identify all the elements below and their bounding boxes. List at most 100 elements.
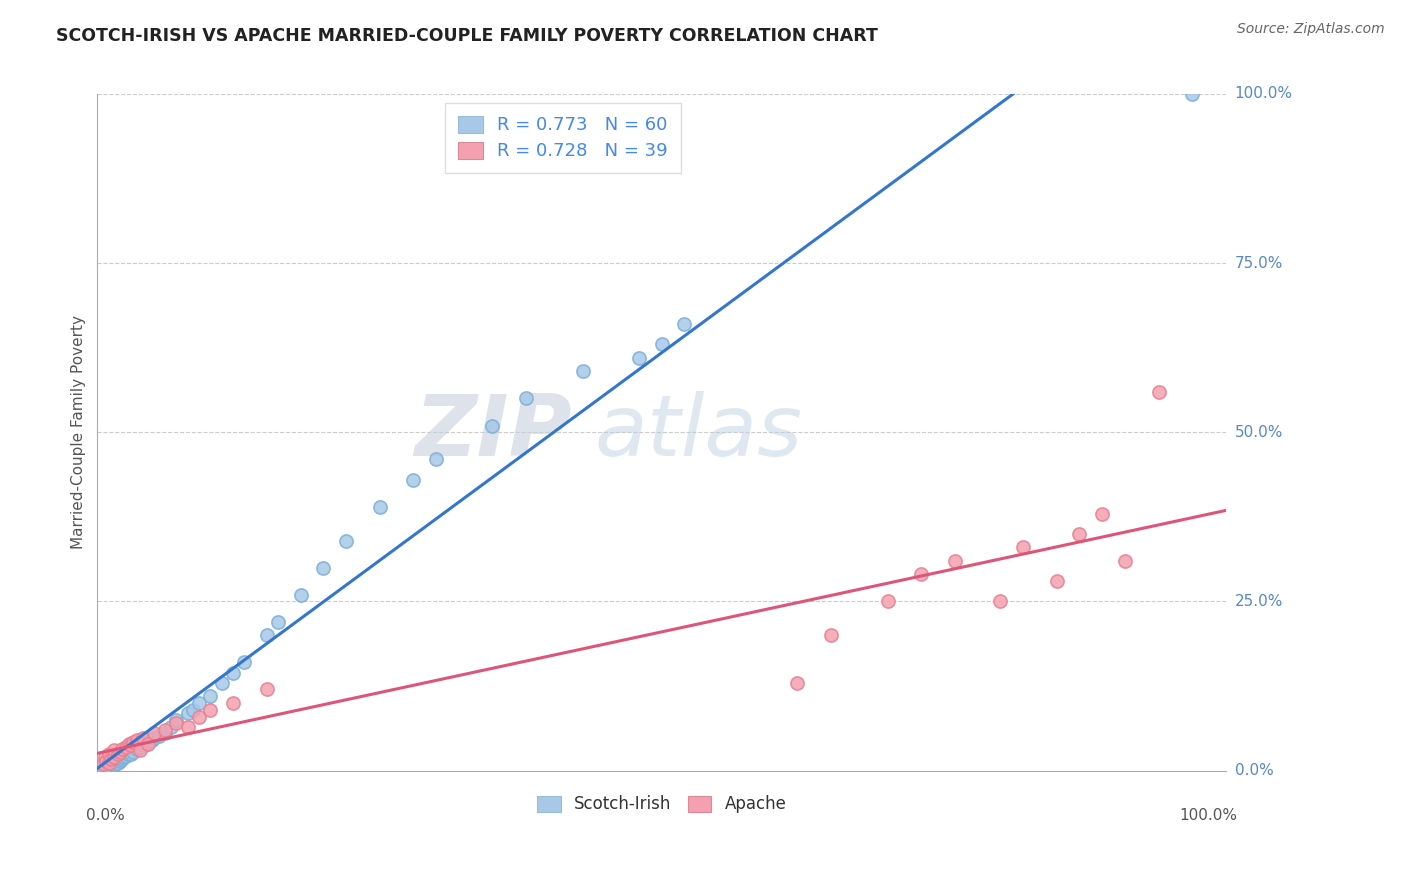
Point bbox=[91, 756, 114, 771]
Point bbox=[910, 567, 932, 582]
Point bbox=[103, 758, 125, 772]
Point bbox=[104, 754, 127, 768]
Point bbox=[103, 756, 125, 770]
Point bbox=[1181, 87, 1204, 101]
Point bbox=[111, 747, 134, 761]
Point bbox=[820, 628, 842, 642]
Point bbox=[107, 750, 129, 764]
Point bbox=[1091, 507, 1114, 521]
Point bbox=[200, 690, 222, 704]
Point bbox=[108, 754, 131, 768]
Point bbox=[129, 743, 152, 757]
Text: Source: ZipAtlas.com: Source: ZipAtlas.com bbox=[1237, 22, 1385, 37]
Point bbox=[118, 743, 141, 757]
Point bbox=[101, 756, 124, 771]
Point bbox=[100, 754, 122, 768]
Point bbox=[107, 756, 129, 770]
Point bbox=[120, 739, 142, 754]
Point bbox=[211, 675, 233, 690]
Point bbox=[673, 317, 696, 331]
Point bbox=[256, 682, 278, 697]
Point bbox=[267, 615, 290, 629]
Text: ZIP: ZIP bbox=[413, 391, 571, 474]
Point bbox=[108, 745, 131, 759]
Point bbox=[481, 418, 503, 433]
Text: 100.0%: 100.0% bbox=[1234, 87, 1292, 102]
Legend: Scotch-Irish, Apache: Scotch-Irish, Apache bbox=[530, 789, 793, 820]
Point bbox=[1069, 526, 1091, 541]
Point bbox=[1012, 541, 1035, 555]
Point bbox=[114, 739, 136, 754]
Point bbox=[125, 742, 148, 756]
Point bbox=[153, 723, 176, 737]
Point bbox=[97, 760, 120, 774]
Point bbox=[100, 751, 122, 765]
Point bbox=[165, 716, 187, 731]
Point bbox=[181, 703, 204, 717]
Point bbox=[118, 737, 141, 751]
Point bbox=[571, 364, 593, 378]
Point bbox=[107, 747, 129, 761]
Point bbox=[120, 738, 142, 752]
Point bbox=[125, 733, 148, 747]
Text: 0.0%: 0.0% bbox=[86, 808, 125, 823]
Point bbox=[108, 751, 131, 765]
Point bbox=[290, 588, 312, 602]
Point bbox=[990, 594, 1012, 608]
Point bbox=[117, 747, 139, 761]
Point bbox=[97, 756, 120, 770]
Text: 0.0%: 0.0% bbox=[1234, 764, 1274, 778]
Point bbox=[103, 750, 125, 764]
Point bbox=[876, 594, 898, 608]
Point bbox=[786, 675, 808, 690]
Point bbox=[103, 751, 125, 765]
Point bbox=[97, 756, 120, 770]
Point bbox=[188, 709, 211, 723]
Point bbox=[136, 735, 159, 749]
Point bbox=[91, 760, 114, 774]
Point bbox=[114, 745, 136, 759]
Point bbox=[515, 392, 537, 406]
Point bbox=[122, 745, 145, 759]
Point bbox=[96, 758, 118, 772]
Text: 50.0%: 50.0% bbox=[1234, 425, 1282, 440]
Point bbox=[134, 738, 156, 752]
Point bbox=[129, 739, 152, 754]
Point bbox=[111, 751, 134, 765]
Y-axis label: Married-Couple Family Poverty: Married-Couple Family Poverty bbox=[72, 315, 86, 549]
Point bbox=[1114, 554, 1136, 568]
Point bbox=[1147, 384, 1170, 399]
Text: SCOTCH-IRISH VS APACHE MARRIED-COUPLE FAMILY POVERTY CORRELATION CHART: SCOTCH-IRISH VS APACHE MARRIED-COUPLE FA… bbox=[56, 27, 879, 45]
Point bbox=[312, 560, 335, 574]
Point bbox=[141, 733, 163, 747]
Point bbox=[142, 731, 165, 746]
Point bbox=[176, 720, 198, 734]
Point bbox=[142, 726, 165, 740]
Point bbox=[628, 351, 651, 365]
Text: atlas: atlas bbox=[595, 391, 801, 474]
Point bbox=[425, 452, 447, 467]
Point bbox=[165, 713, 187, 727]
Point bbox=[1046, 574, 1069, 589]
Point bbox=[335, 533, 357, 548]
Text: 75.0%: 75.0% bbox=[1234, 256, 1282, 270]
Text: 100.0%: 100.0% bbox=[1180, 808, 1237, 823]
Point bbox=[188, 696, 211, 710]
Point bbox=[651, 337, 673, 351]
Point bbox=[200, 703, 222, 717]
Point bbox=[91, 756, 114, 771]
Point bbox=[122, 735, 145, 749]
Point bbox=[402, 473, 425, 487]
Point bbox=[96, 754, 118, 768]
Point bbox=[103, 743, 125, 757]
Point bbox=[131, 731, 153, 746]
Point bbox=[233, 656, 256, 670]
Point bbox=[131, 737, 153, 751]
Point bbox=[120, 747, 142, 761]
Point bbox=[125, 738, 148, 752]
Point bbox=[159, 720, 181, 734]
Point bbox=[153, 726, 176, 740]
Point bbox=[148, 729, 170, 743]
Point bbox=[943, 554, 966, 568]
Point bbox=[111, 742, 134, 756]
